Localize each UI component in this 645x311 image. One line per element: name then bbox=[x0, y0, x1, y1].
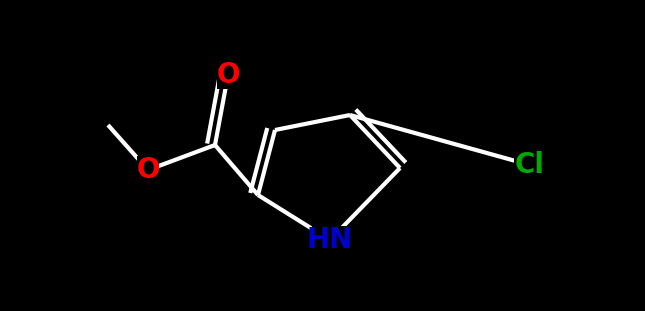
FancyBboxPatch shape bbox=[217, 61, 239, 89]
Text: O: O bbox=[216, 61, 240, 89]
Text: HN: HN bbox=[307, 226, 353, 254]
FancyBboxPatch shape bbox=[312, 226, 348, 254]
FancyBboxPatch shape bbox=[514, 151, 546, 179]
FancyBboxPatch shape bbox=[137, 156, 159, 184]
Text: O: O bbox=[136, 156, 160, 184]
Text: Cl: Cl bbox=[515, 151, 545, 179]
